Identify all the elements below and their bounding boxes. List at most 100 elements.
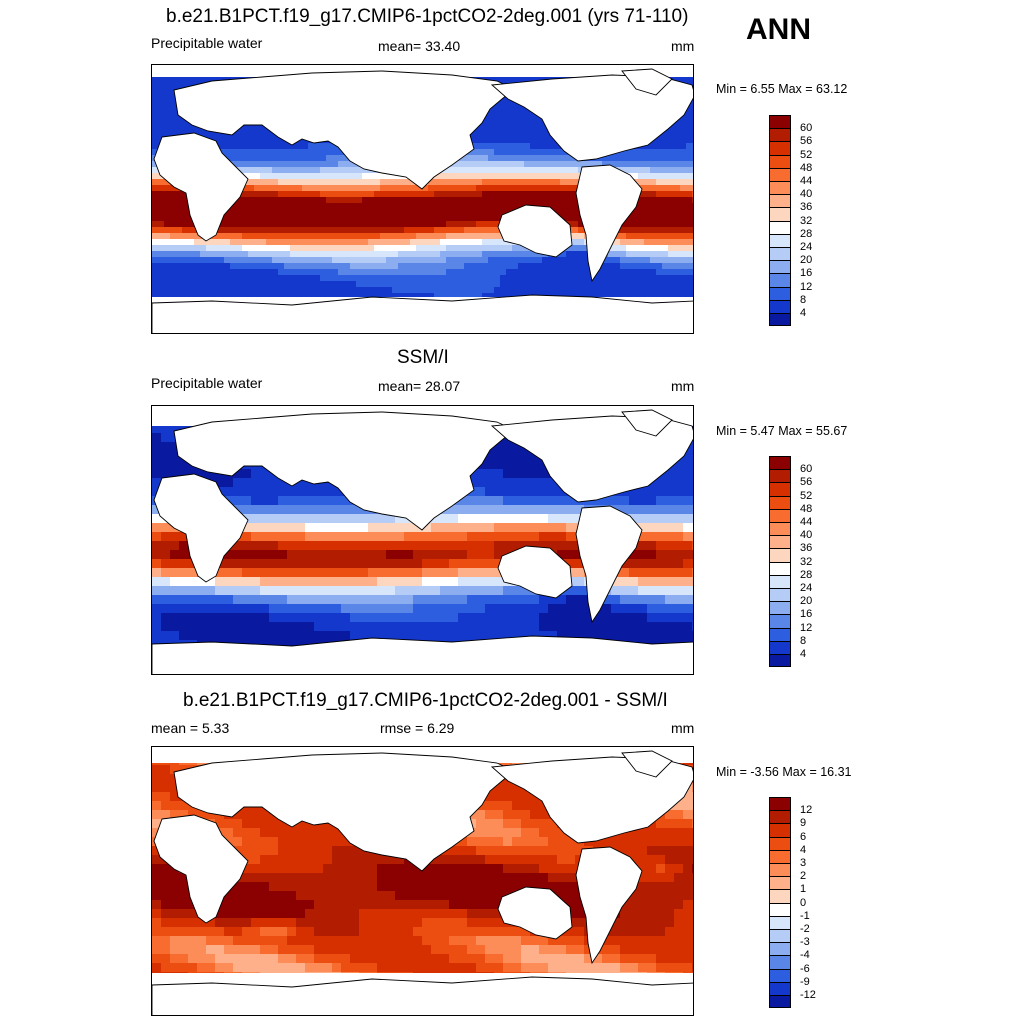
- panel-obs-colorbar-tick-label: 48: [800, 502, 813, 515]
- panel-diff-title: b.e21.B1PCT.f19_g17.CMIP6-1pctCO2-2deg.0…: [183, 690, 668, 711]
- panel-diff-colorbar-tick-label: 6: [800, 830, 807, 843]
- panel-obs-colorbar-swatch: [769, 654, 791, 668]
- panel-obs-colorbar-swatch: [769, 482, 791, 496]
- panel-model-colorbar-tick-label: 48: [800, 161, 813, 174]
- panel-model-colorbar-swatch: [769, 299, 791, 313]
- panel-diff-colorbar-swatch: [769, 968, 791, 982]
- panel-obs-continents: [152, 409, 693, 674]
- panel-obs-colorbar-swatch: [769, 535, 791, 549]
- panel-model-minmax: Min = 6.55 Max = 63.12: [716, 82, 848, 96]
- panel-obs-colorbar-tick-label: 52: [800, 489, 813, 502]
- panel-obs-colorbar-tick-label: 8: [800, 634, 807, 647]
- panel-diff-colorbar-swatch: [769, 876, 791, 890]
- panel-model-colorbar-tick-label: 52: [800, 148, 813, 161]
- panel-diff-colorbar-tick-label: 9: [800, 817, 807, 830]
- panel-model-continent-australia: [497, 204, 573, 258]
- panel-model-title: b.e21.B1PCT.f19_g17.CMIP6-1pctCO2-2deg.0…: [166, 6, 689, 27]
- panel-model-colorbar-tick-label: 16: [800, 267, 813, 280]
- panel-model-colorbar-frame: [769, 115, 791, 327]
- panel-diff-continents: [152, 750, 693, 1015]
- panel-diff-colorbar-swatch: [769, 995, 791, 1009]
- panel-obs-continent-eurasia: [173, 411, 515, 531]
- panel-model-colorbar-tick-label: 44: [800, 175, 813, 187]
- panel-diff-continent-australia: [497, 886, 573, 940]
- panel-model-continent-africa: [153, 132, 249, 242]
- panel-obs-colorbar-swatch: [769, 627, 791, 641]
- panel-model-map: [151, 64, 694, 334]
- panel-diff-colorbar-tick-label: 0: [800, 896, 807, 909]
- panel-obs-colorbar-tick-label: 4: [800, 648, 807, 660]
- panel-model-colorbar-tick-label: 20: [800, 254, 813, 267]
- panel-diff-rmse-label: rmse = 6.29: [380, 720, 455, 736]
- panel-obs-colorbar-swatch: [769, 548, 791, 562]
- panel-obs-colorbar-tick-label: 60: [800, 463, 813, 476]
- panel-obs-colorbar-tick-label: 32: [800, 555, 813, 568]
- panel-diff-colorbar-tick-label: -1: [800, 909, 810, 922]
- panel-model-mean-label: mean= 33.40: [378, 38, 461, 54]
- panel-diff-continent-antarctica: [152, 976, 693, 1015]
- panel-obs-units-label: mm: [671, 378, 695, 394]
- panel-model-colorbar-tick-label: 24: [800, 241, 813, 253]
- panel-diff-colorbar-swatch: [769, 797, 791, 811]
- panel-model-continent-antarctica: [152, 294, 693, 333]
- panel-model-colorbar-tick-label: 4: [800, 307, 807, 319]
- panel-model-colorbar-tick-label: 56: [800, 135, 813, 148]
- panel-obs-colorbar-tick-label: 44: [800, 516, 813, 528]
- panel-obs-colorbar-tick-label: 20: [800, 595, 813, 608]
- panel-model-units-label: mm: [671, 38, 695, 54]
- panel-obs-continent-greenland: [621, 409, 673, 437]
- panel-obs-variable-label: Precipitable water: [151, 375, 263, 391]
- panel-diff-colorbar-tick-label: -2: [800, 923, 810, 935]
- panel-diff-continent-africa: [153, 814, 249, 924]
- panel-diff-colorbar-tick-label: -4: [800, 949, 810, 962]
- panel-model-colorbar-tick-label: 8: [800, 293, 807, 306]
- panel-diff-colorbar-tick-label: 1: [800, 883, 807, 896]
- panel-diff-colorbar-swatch: [769, 915, 791, 929]
- panel-model-colorbar-tick-label: 32: [800, 214, 813, 227]
- panel-model-colorbar-swatch: [769, 313, 791, 327]
- panel-diff-colorbar-swatch: [769, 942, 791, 956]
- panel-diff-colorbar-swatch: [769, 863, 791, 877]
- panel-model-colorbar-tick-label: 12: [800, 280, 813, 293]
- panel-obs-continent-australia: [497, 545, 573, 599]
- panel-model-colorbar-tick-label: 60: [800, 122, 813, 135]
- panel-obs-colorbar-swatch: [769, 522, 791, 536]
- panel-diff-colorbar-tick-label: -12: [800, 989, 816, 1001]
- panel-diff-colorbar-tick-label: 4: [800, 843, 807, 856]
- panel-diff-colorbar-swatch: [769, 889, 791, 903]
- panel-model-colorbar-swatch: [769, 273, 791, 287]
- panel-diff-minmax: Min = -3.56 Max = 16.31: [716, 765, 852, 779]
- panel-model-colorbar-swatch: [769, 167, 791, 181]
- panel-diff-colorbar-tick-label: 3: [800, 857, 807, 869]
- panel-model-variable-label: Precipitable water: [151, 35, 263, 51]
- panel-diff-continent-greenland: [621, 750, 673, 778]
- panel-obs-continent-africa: [153, 473, 249, 583]
- panel-diff-colorbar-strip: [769, 797, 791, 1009]
- panel-obs-colorbar-swatch: [769, 508, 791, 522]
- panel-model-colorbar-swatch: [769, 181, 791, 195]
- panel-model-colorbar-swatch: [769, 220, 791, 234]
- panel-diff-colorbar-swatch: [769, 929, 791, 943]
- panel-model-colorbar-tick-label: 28: [800, 227, 813, 240]
- panel-diff-map-svg: [152, 747, 693, 1015]
- panel-diff-colorbar-swatch: [769, 902, 791, 916]
- panel-diff-colorbar-swatch: [769, 955, 791, 969]
- panel-model-continents: [152, 68, 693, 333]
- panel-obs-colorbar-swatch: [769, 574, 791, 588]
- panel-obs-minmax: Min = 5.47 Max = 55.67: [716, 424, 848, 438]
- panel-obs-colorbar-swatch: [769, 469, 791, 483]
- panel-model-colorbar-swatch: [769, 194, 791, 208]
- panel-obs-continent-southAmerica: [575, 505, 643, 624]
- panel-model-colorbar-tick-label: 40: [800, 188, 813, 201]
- panel-diff-colorbar-swatch: [769, 849, 791, 863]
- panel-diff-map: [151, 746, 694, 1016]
- panel-obs-colorbar-frame: [769, 456, 791, 668]
- panel-obs-colorbar-swatch: [769, 495, 791, 509]
- panel-diff-colorbar-tick-label: 2: [800, 870, 807, 883]
- panel-diff-colorbar-tick-label: -9: [800, 975, 810, 988]
- panel-model-colorbar-swatch: [769, 286, 791, 300]
- panel-model-colorbar-tick-label: 36: [800, 201, 813, 214]
- panel-model-colorbar-swatch: [769, 128, 791, 142]
- panel-diff-colorbar-swatch: [769, 810, 791, 824]
- panel-diff-colorbar-swatch: [769, 981, 791, 995]
